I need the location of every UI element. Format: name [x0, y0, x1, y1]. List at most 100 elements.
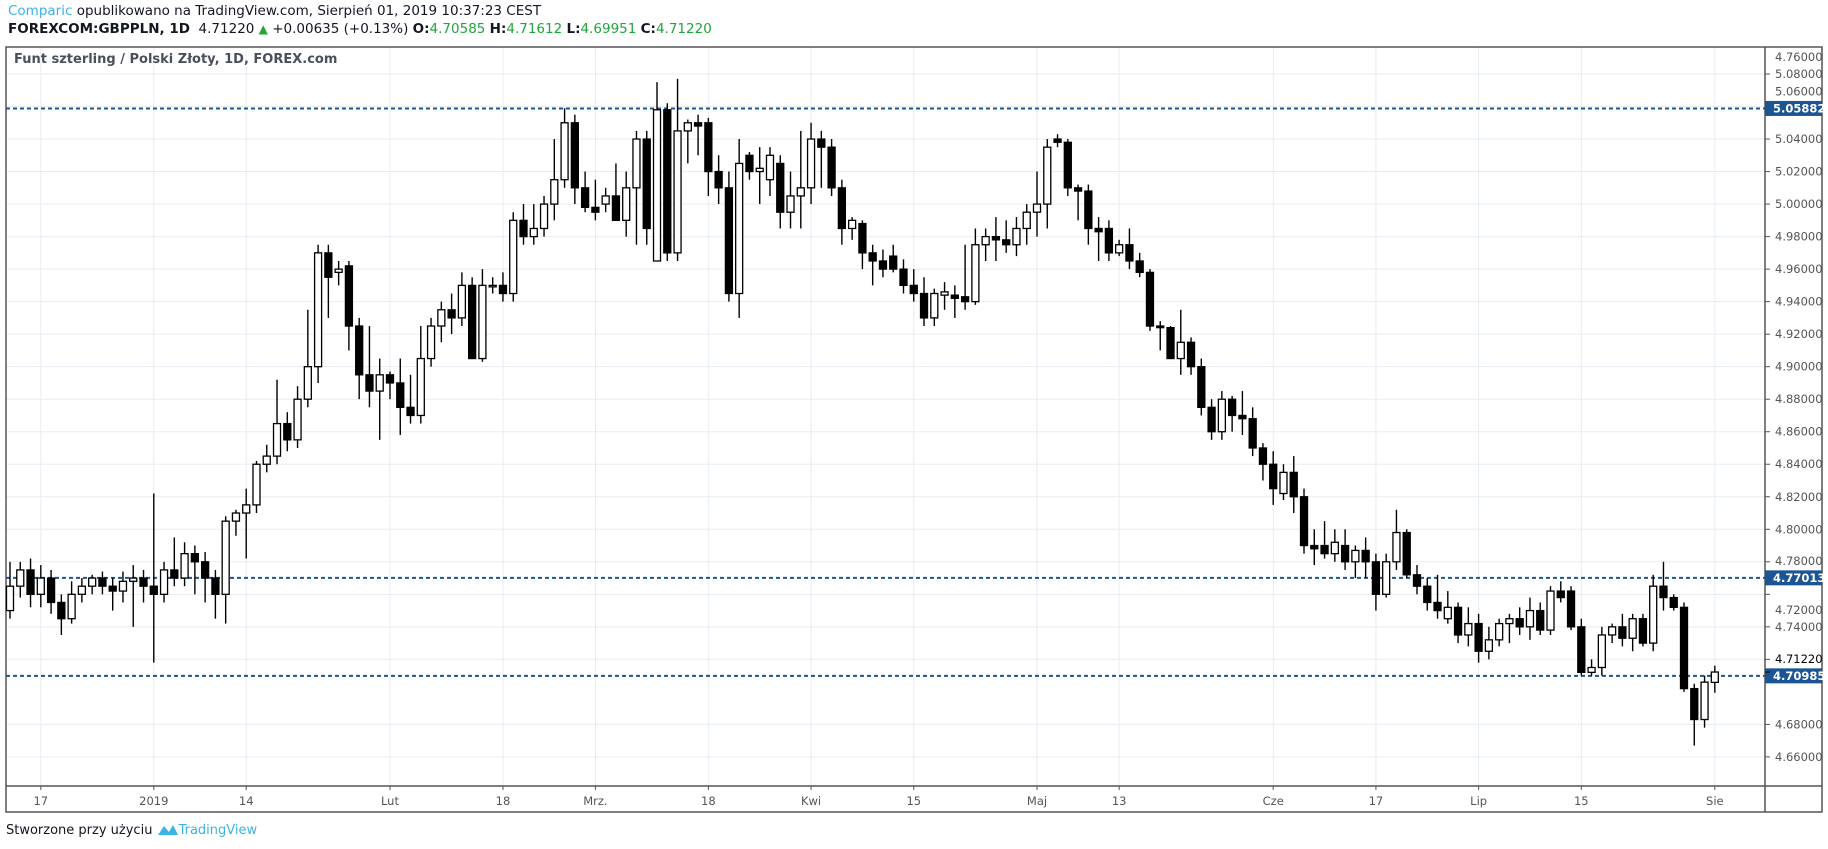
candle-body — [1546, 590, 1555, 631]
candle-up — [293, 386, 302, 448]
candle-up — [1115, 239, 1124, 257]
candle-up — [1392, 509, 1401, 570]
candle-body — [1597, 634, 1606, 669]
tradingview-link[interactable]: TradingView — [178, 823, 258, 838]
candle-down — [714, 155, 723, 205]
candle-up — [77, 578, 87, 603]
author-link[interactable]: Comparic — [8, 3, 73, 19]
candle-body — [1166, 327, 1175, 360]
x-tick-label: 13 — [1112, 794, 1127, 808]
candle-up — [272, 379, 282, 465]
candle-down — [745, 152, 754, 180]
candle-body — [519, 219, 528, 238]
candle-down — [1299, 488, 1309, 554]
candle-body — [858, 222, 867, 254]
candle-body — [447, 309, 456, 319]
candle-body — [868, 252, 877, 262]
candle-up — [129, 565, 138, 627]
candle-body — [118, 580, 128, 592]
y-tick-label: 5.02000 — [1775, 165, 1823, 179]
candle-body — [365, 374, 374, 392]
y-tick-label: 5.04000 — [1775, 132, 1823, 146]
candle-body — [1525, 609, 1535, 628]
candle-body — [1628, 618, 1637, 639]
candle-body — [560, 122, 569, 181]
candle-up — [1217, 391, 1227, 440]
candle-body — [1607, 626, 1617, 636]
candle-body — [796, 187, 805, 197]
candle-down — [1515, 607, 1524, 635]
y-tick-label: 4.80000 — [1775, 522, 1823, 536]
candle-down — [170, 537, 179, 587]
candle-down — [693, 114, 703, 156]
candle-body — [1238, 414, 1247, 420]
candle-down — [1145, 269, 1155, 331]
candle-body — [200, 561, 210, 579]
candle-body — [36, 577, 45, 595]
candle-up — [36, 565, 45, 608]
candle-body — [1351, 549, 1360, 563]
candle-body — [1649, 585, 1658, 644]
candle-up — [1351, 545, 1360, 579]
candle-body — [591, 206, 600, 213]
candle-up — [971, 228, 980, 305]
candle-up — [416, 326, 425, 424]
candle-up — [1464, 607, 1473, 647]
candle-down — [1669, 594, 1678, 611]
candle-body — [180, 553, 189, 579]
candle-down — [344, 260, 354, 351]
candle-down — [1053, 134, 1062, 148]
candle-down — [889, 244, 898, 273]
candle-body — [1382, 561, 1391, 595]
candle-body — [385, 374, 395, 384]
candle-body — [1443, 606, 1452, 620]
candle-body — [1094, 227, 1103, 233]
candle-down — [406, 374, 415, 424]
candle-body — [252, 463, 261, 506]
candle-body — [683, 122, 692, 132]
candle-body — [735, 162, 744, 295]
candle-up — [1022, 204, 1031, 245]
candle-body — [1515, 618, 1524, 628]
candle-up — [529, 204, 538, 245]
candle-body — [1012, 227, 1021, 246]
x-tick-label: 14 — [239, 794, 254, 808]
candle-body — [1556, 590, 1565, 599]
candle-body — [1371, 561, 1381, 595]
candle-body — [1495, 622, 1504, 641]
candle-body — [642, 138, 651, 230]
candle-down — [858, 220, 867, 270]
candle-body — [57, 601, 66, 620]
candle-up — [180, 542, 189, 587]
candle-up — [88, 574, 97, 595]
candle-down — [1433, 574, 1442, 619]
candle-up — [488, 277, 497, 294]
candle-down — [878, 249, 888, 278]
y-tick-label: 4.86000 — [1775, 425, 1823, 439]
candle-up — [375, 358, 384, 440]
candle-down — [950, 285, 959, 318]
candle-up — [334, 260, 343, 286]
candle-body — [765, 154, 775, 181]
close-value: 4.71220 — [655, 21, 712, 37]
candle-body — [817, 138, 826, 148]
candle-body — [1115, 244, 1124, 254]
candle-up — [457, 272, 467, 327]
candle-up — [1279, 464, 1288, 501]
candle-up — [796, 130, 805, 229]
candle-body — [878, 260, 888, 270]
candle-up — [159, 561, 169, 603]
candle-up — [242, 488, 251, 559]
candle-down — [108, 578, 117, 611]
up-triangle-icon: ▲ — [258, 22, 268, 36]
candle-down — [324, 244, 333, 318]
candle-down — [1659, 561, 1668, 611]
candle-down — [149, 493, 158, 663]
candle-up — [1484, 626, 1494, 660]
footer: Stworzone przy użyciu TradingView — [6, 822, 257, 838]
candle-body — [1340, 544, 1350, 563]
candle-up — [221, 516, 230, 624]
candle-body — [313, 252, 323, 368]
candle-down — [1084, 184, 1093, 245]
